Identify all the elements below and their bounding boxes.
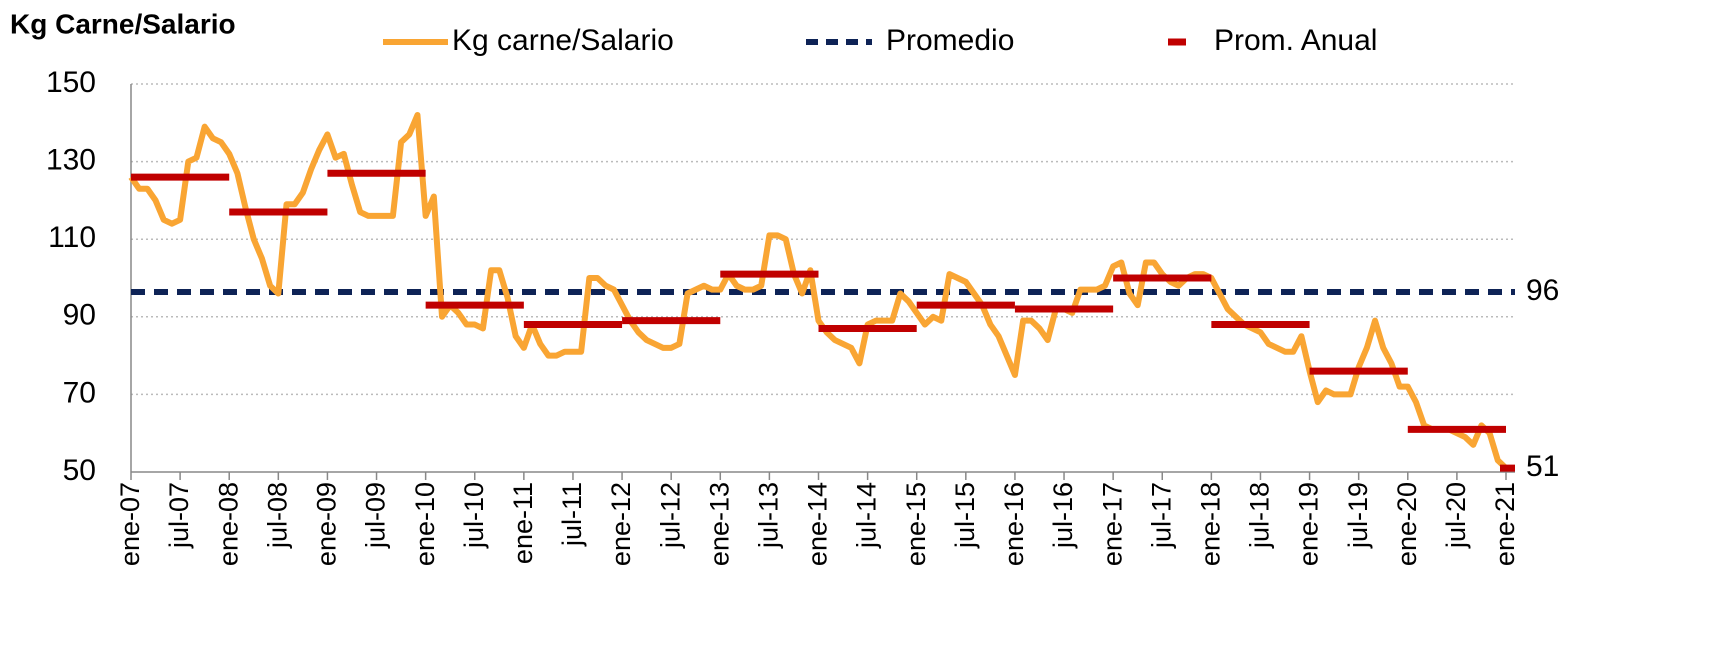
last-value-label: 51 xyxy=(1526,450,1559,483)
x-tick-label: ene-13 xyxy=(704,482,734,566)
x-tick-label: jul-12 xyxy=(655,482,685,549)
y-tick-label: 110 xyxy=(48,221,96,254)
y-tick-label: 70 xyxy=(63,376,96,409)
y-tick-label: 130 xyxy=(46,144,96,177)
x-tick-label: jul-08 xyxy=(262,482,292,549)
x-tick-label: jul-14 xyxy=(852,482,882,549)
x-tick-label: ene-09 xyxy=(312,482,342,566)
x-tick-label: ene-17 xyxy=(1097,482,1127,566)
x-tick-label: ene-15 xyxy=(901,482,931,566)
average-label: 96 xyxy=(1526,274,1559,307)
x-tick-label: jul-16 xyxy=(1048,482,1078,549)
x-tick-label: ene-11 xyxy=(508,482,538,564)
x-tick-label: jul-17 xyxy=(1146,482,1176,549)
x-tick-label: jul-07 xyxy=(164,482,194,549)
x-tick-label: jul-15 xyxy=(950,482,980,549)
x-tick-label: ene-14 xyxy=(803,482,833,566)
x-tick-label: ene-12 xyxy=(606,482,636,566)
y-tick-label: 150 xyxy=(46,66,96,99)
x-tick-label: ene-07 xyxy=(115,482,145,566)
legend-label: Promedio xyxy=(886,24,1014,57)
x-tick-label: jul-10 xyxy=(459,482,489,549)
x-tick-label: jul-13 xyxy=(754,482,784,549)
x-tick-label: jul-19 xyxy=(1343,482,1373,549)
legend-label: Prom. Anual xyxy=(1214,24,1377,57)
x-tick-label: ene-16 xyxy=(999,482,1029,566)
x-tick-label: ene-18 xyxy=(1195,482,1225,566)
y-tick-label: 50 xyxy=(63,454,96,487)
x-tick-label: jul-18 xyxy=(1245,482,1275,549)
chart-title: Kg Carne/Salario xyxy=(10,8,236,39)
legend-label: Kg carne/Salario xyxy=(452,24,674,57)
x-tick-label: ene-19 xyxy=(1294,482,1324,566)
x-tick-label: jul-11 xyxy=(557,482,587,547)
x-tick-label: jul-20 xyxy=(1441,482,1471,549)
x-tick-label: ene-08 xyxy=(213,482,243,566)
x-tick-label: ene-20 xyxy=(1392,482,1422,566)
x-tick-label: jul-09 xyxy=(361,482,391,549)
y-tick-label: 90 xyxy=(63,299,96,332)
data-line xyxy=(128,112,1509,471)
x-tick-label: ene-10 xyxy=(410,482,440,566)
x-tick-label: ene-21 xyxy=(1490,482,1520,566)
